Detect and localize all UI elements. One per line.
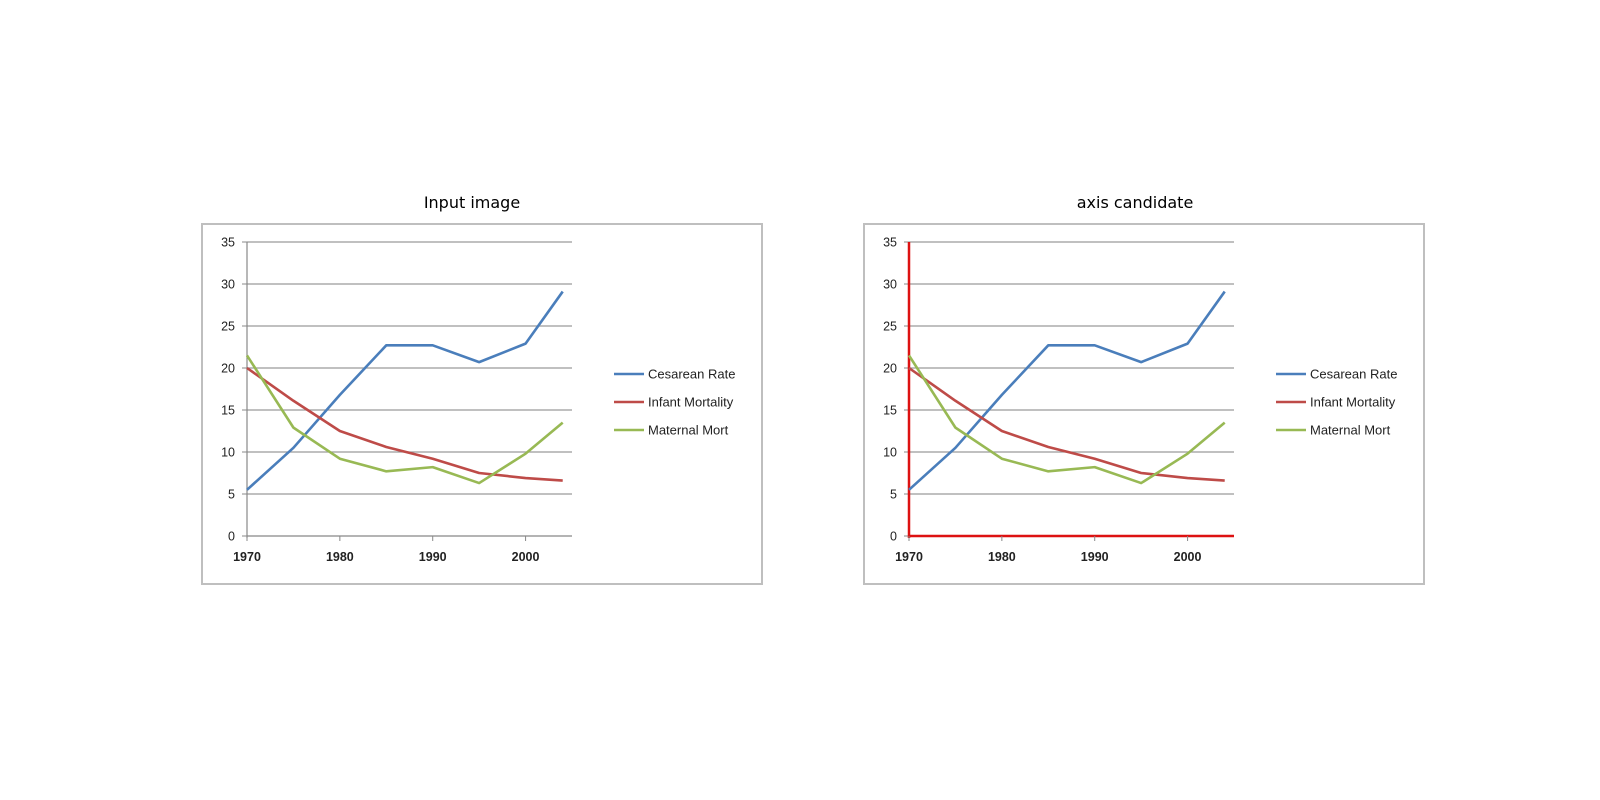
y-tick-label: 35 (221, 236, 235, 250)
legend-label: Maternal Mort (648, 423, 729, 438)
y-tick-label: 0 (890, 530, 897, 544)
series-line-cesarean-rate (246, 290, 564, 491)
x-tick-label: 1970 (895, 550, 923, 564)
legend-label: Infant Mortality (1310, 395, 1396, 410)
y-tick-label: 5 (228, 488, 235, 502)
x-tick-label: 1980 (326, 550, 354, 564)
y-tick-label: 25 (883, 320, 897, 334)
y-tick-label: 25 (221, 320, 235, 334)
y-tick-label: 15 (221, 404, 235, 418)
legend-label: Maternal Mort (1310, 423, 1391, 438)
y-tick-label: 10 (883, 446, 897, 460)
series-line-maternal-mort (907, 354, 1226, 485)
series-line-cesarean-rate (908, 290, 1226, 491)
series-line-infant-mortality (246, 366, 563, 482)
y-tick-label: 5 (890, 488, 897, 502)
series-line-maternal-mort (245, 354, 564, 485)
panel-title-axis-candidate: axis candidate (1076, 193, 1194, 212)
y-tick-label: 20 (221, 362, 235, 376)
x-tick-label: 2000 (512, 550, 540, 564)
y-tick-label: 0 (228, 530, 235, 544)
legend-label: Cesarean Rate (1310, 367, 1397, 382)
x-tick-label: 2000 (1174, 550, 1202, 564)
y-tick-label: 10 (221, 446, 235, 460)
y-tick-label: 15 (883, 404, 897, 418)
y-tick-label: 35 (883, 236, 897, 250)
x-tick-label: 1990 (419, 550, 447, 564)
chart-panel-2: 0 5 10 15 20 25 30 35 1970 1980 1990 2000 Cesarean R… (863, 223, 1425, 585)
y-tick-label: 30 (221, 278, 235, 292)
y-tick-label: 30 (883, 278, 897, 292)
panel-title-input: Input image (423, 193, 521, 212)
legend-label: Cesarean Rate (648, 367, 735, 382)
x-tick-label: 1990 (1081, 550, 1109, 564)
x-tick-label: 1980 (988, 550, 1016, 564)
legend-label: Infant Mortality (648, 395, 734, 410)
x-tick-label: 1970 (233, 550, 261, 564)
chart-panel-1: 0 5 10 15 20 25 30 35 1970 1980 1990 2000 Cesarean R… (201, 223, 763, 585)
y-tick-label: 20 (883, 362, 897, 376)
series-line-infant-mortality (908, 366, 1225, 482)
